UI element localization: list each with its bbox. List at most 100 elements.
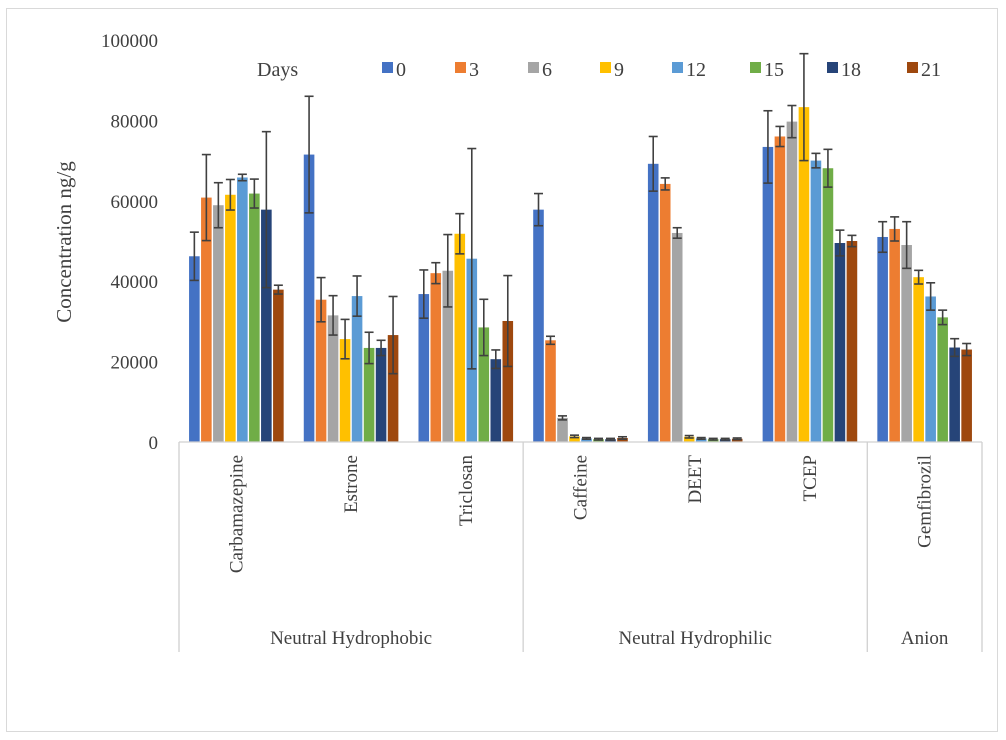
bar	[569, 436, 580, 442]
bar	[327, 315, 339, 442]
x-category-label: Caffeine	[571, 455, 592, 520]
error-bar	[455, 212, 465, 255]
error-bar	[660, 177, 670, 191]
bar	[490, 359, 502, 442]
legend-swatch	[455, 62, 466, 73]
legend-label: 3	[469, 59, 479, 81]
legend-label: 15	[764, 59, 784, 81]
legend-item: 3	[455, 59, 479, 81]
error-bar	[352, 275, 362, 317]
error-bar	[962, 342, 972, 357]
error-bar	[431, 261, 441, 285]
legend: Days 0 3 6 9 12 15 18 21	[257, 59, 941, 81]
y-tick-label: 100000	[101, 31, 158, 52]
y-tick-label: 60000	[111, 192, 159, 213]
bar	[315, 299, 327, 442]
bar	[659, 183, 671, 442]
legend-label: 21	[921, 59, 941, 81]
bar	[901, 245, 912, 442]
x-group-label: Neutral Hydrophilic	[618, 628, 772, 649]
legend-swatch	[600, 62, 611, 73]
bar	[261, 209, 272, 442]
error-bar	[443, 233, 453, 308]
y-axis-title: Concentration ng/g	[52, 161, 76, 323]
bar	[418, 294, 430, 442]
legend-label: 9	[614, 59, 624, 81]
bar	[925, 296, 936, 442]
x-category-label: Triclosan	[456, 455, 477, 527]
bar	[671, 232, 683, 442]
error-bar	[225, 178, 235, 211]
error-bar	[213, 181, 223, 229]
error-bar	[684, 434, 694, 439]
bar	[731, 438, 743, 442]
error-bar	[938, 309, 948, 326]
legend-label: 6	[542, 59, 552, 81]
error-bar	[503, 274, 513, 368]
error-bar	[558, 415, 567, 421]
bar	[237, 177, 248, 442]
error-bar	[672, 226, 682, 239]
bar	[647, 163, 659, 443]
legend-item: 12	[672, 59, 706, 81]
error-bar	[732, 437, 742, 441]
error-bar	[376, 339, 386, 357]
bar	[889, 228, 900, 442]
bar	[834, 243, 846, 442]
y-tick-label: 0	[149, 433, 159, 454]
bar	[846, 241, 858, 442]
bar	[303, 154, 315, 442]
bar	[557, 417, 568, 442]
x-category-label: DEET	[685, 455, 706, 504]
legend-swatch	[528, 62, 539, 73]
y-tick-label: 80000	[111, 111, 159, 132]
error-bar	[316, 276, 326, 323]
error-bar	[708, 437, 718, 441]
bar	[201, 197, 212, 442]
legend-label: 18	[841, 59, 861, 81]
bar	[545, 340, 556, 442]
legend-label: 0	[396, 59, 406, 81]
bar	[442, 270, 454, 442]
bar	[877, 236, 888, 442]
x-category-label: TCEP	[800, 455, 821, 501]
legend-swatch	[827, 62, 838, 73]
bar	[913, 277, 924, 442]
legend-swatch	[382, 62, 393, 73]
error-bar	[606, 437, 615, 441]
error-bar	[823, 148, 833, 188]
bar	[810, 160, 822, 442]
y-tick-label: 20000	[111, 353, 159, 374]
error-bar	[304, 95, 314, 214]
error-bar	[720, 437, 730, 441]
bar	[213, 205, 224, 442]
bar	[822, 168, 834, 442]
x-category-label: Estrone	[341, 455, 362, 513]
error-bar	[388, 295, 398, 375]
error-bar	[273, 284, 283, 295]
bar	[533, 209, 544, 442]
error-bar	[763, 109, 773, 184]
error-bar	[261, 130, 271, 289]
error-bar	[696, 436, 706, 440]
legend-item: 0	[382, 59, 406, 81]
bars-layer	[189, 107, 972, 443]
error-bar	[618, 435, 627, 440]
error-bar	[467, 147, 477, 370]
error-bar	[878, 220, 888, 254]
error-bar	[835, 229, 845, 257]
bar	[249, 193, 260, 442]
bar	[363, 347, 375, 442]
error-bar	[799, 52, 809, 162]
error-bar	[890, 216, 900, 242]
error-bar	[328, 294, 338, 336]
bar	[189, 256, 200, 442]
x-axis: Carbamazepine Estrone Triclosan Caffeine DEE…	[178, 441, 983, 652]
error-bar	[648, 135, 658, 192]
error-bar	[491, 349, 501, 370]
error-bar	[237, 173, 247, 182]
error-bar	[811, 152, 821, 169]
bar	[695, 438, 707, 442]
error-bar	[570, 434, 579, 439]
